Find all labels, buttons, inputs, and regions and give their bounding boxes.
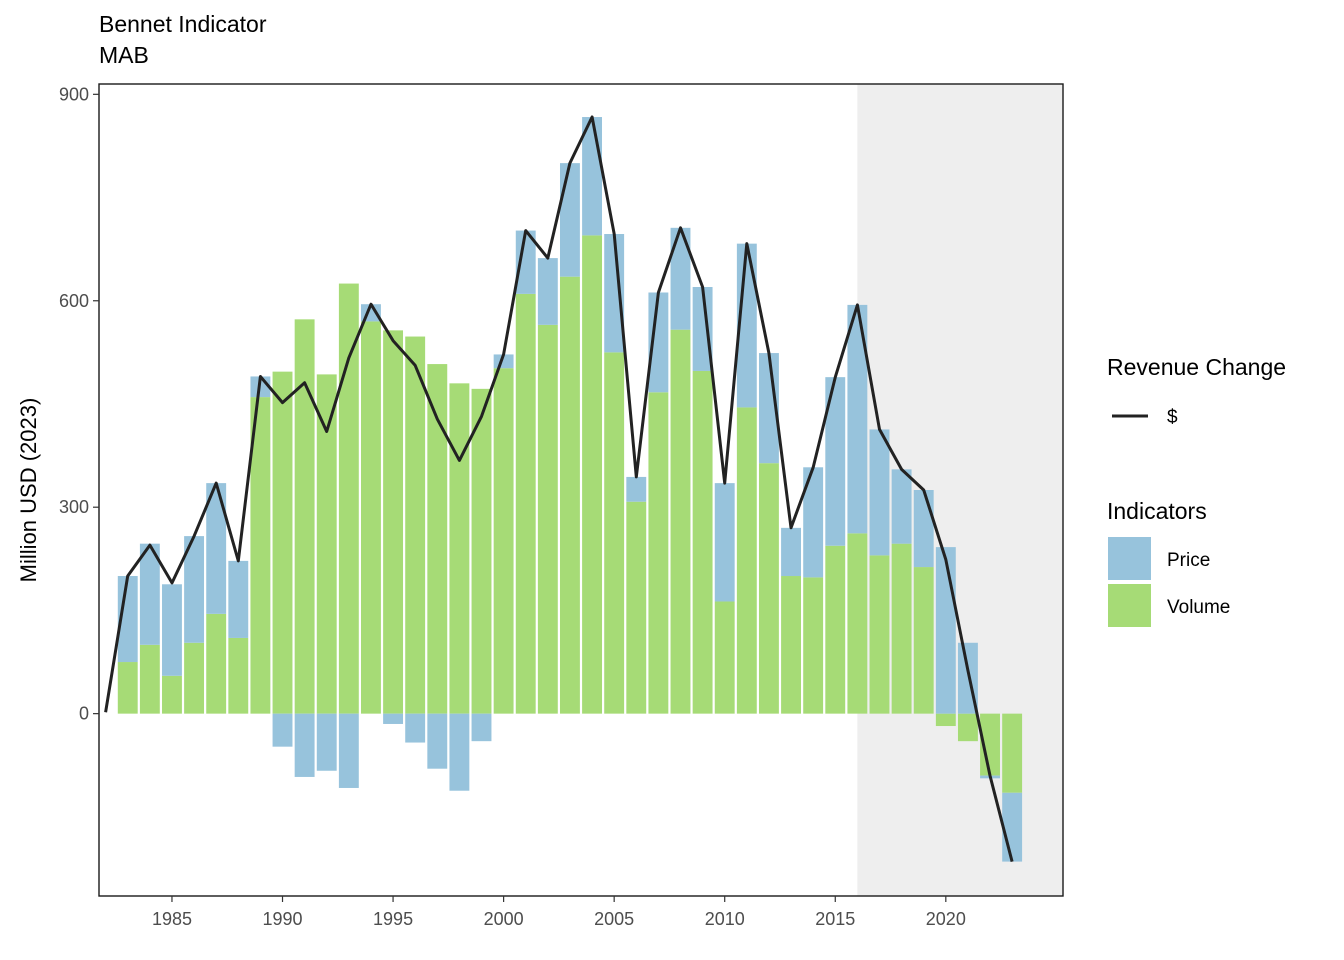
bar-volume-2017 xyxy=(869,555,890,714)
bar-volume-2005 xyxy=(604,352,625,714)
bar-price-2009 xyxy=(692,287,713,371)
legend-label-volume: Volume xyxy=(1167,597,1230,618)
bar-volume-1993 xyxy=(338,283,359,714)
y-tick-label-600: 600 xyxy=(59,291,89,311)
x-tick-label-1995: 1995 xyxy=(373,909,413,929)
legend-label-price: Price xyxy=(1167,550,1210,571)
bar-volume-2006 xyxy=(626,501,647,714)
bar-volume-2019 xyxy=(913,567,934,714)
bar-volume-2001 xyxy=(515,293,536,714)
bar-volume-1988 xyxy=(228,637,249,714)
bar-volume-2013 xyxy=(781,576,801,714)
bar-price-1984 xyxy=(139,543,160,645)
bar-price-1996 xyxy=(405,713,426,743)
bar-price-2018 xyxy=(891,469,912,544)
bar-volume-1986 xyxy=(184,642,205,714)
bar-price-2010 xyxy=(714,483,735,602)
x-tick-label-2020: 2020 xyxy=(926,909,966,929)
bar-volume-2012 xyxy=(758,463,779,714)
bar-volume-2022 xyxy=(980,713,1000,776)
x-tick-label-1990: 1990 xyxy=(262,909,302,929)
bar-price-1991 xyxy=(294,713,315,777)
bar-volume-1983 xyxy=(117,662,138,714)
legend-line-label: $ xyxy=(1167,407,1178,428)
x-tick-label-2015: 2015 xyxy=(815,909,855,929)
bar-volume-1999 xyxy=(471,388,492,714)
bar-volume-2014 xyxy=(803,577,824,714)
bar-volume-2003 xyxy=(559,276,580,714)
bar-price-1998 xyxy=(449,713,470,791)
bar-volume-2009 xyxy=(692,370,713,714)
revenue-line xyxy=(104,115,1014,862)
bar-volume-1992 xyxy=(316,374,337,714)
legend-fill-title: Indicators xyxy=(1107,498,1207,524)
x-tick-label-2000: 2000 xyxy=(484,909,524,929)
bar-volume-2015 xyxy=(825,545,846,714)
bar-price-1988 xyxy=(228,560,249,638)
bar-price-2003 xyxy=(559,163,580,277)
bar-volume-2010 xyxy=(714,601,735,714)
x-tick-label-2005: 2005 xyxy=(594,909,634,929)
bar-price-1995 xyxy=(383,713,404,724)
bar-price-1999 xyxy=(471,713,492,742)
bar-volume-2021 xyxy=(957,713,978,742)
bar-volume-1985 xyxy=(162,675,182,714)
x-tick-label-1985: 1985 xyxy=(152,909,192,929)
bar-price-1985 xyxy=(162,584,182,676)
bar-price-1987 xyxy=(206,483,227,614)
bar-volume-1987 xyxy=(206,613,227,714)
bar-price-2012 xyxy=(758,353,779,464)
y-tick-label-900: 900 xyxy=(59,84,89,104)
legend-key-volume xyxy=(1108,584,1151,627)
bar-price-1990 xyxy=(272,713,293,747)
bar-price-2020 xyxy=(935,547,956,714)
bar-volume-2000 xyxy=(493,368,514,714)
bar-price-2023 xyxy=(1002,792,1023,862)
bar-volume-1998 xyxy=(449,383,470,714)
bar-volume-2023 xyxy=(1002,713,1023,793)
bar-volume-2008 xyxy=(670,329,691,714)
bar-volume-1989 xyxy=(250,397,271,714)
chart-subtitle: MAB xyxy=(99,42,149,68)
bar-volume-2007 xyxy=(648,392,669,714)
bar-price-2019 xyxy=(913,490,934,568)
bar-price-2001 xyxy=(515,230,536,294)
bar-price-2008 xyxy=(670,227,691,330)
panel-border xyxy=(98,83,1064,897)
chart-title: Bennet Indicator xyxy=(99,11,267,37)
bar-price-2007 xyxy=(648,292,669,393)
x-tick-label-2010: 2010 xyxy=(705,909,745,929)
bar-volume-2002 xyxy=(537,324,558,714)
bar-price-2002 xyxy=(537,258,558,325)
bar-volume-1984 xyxy=(139,644,160,714)
bar-volume-1995 xyxy=(383,330,404,714)
bar-price-2017 xyxy=(869,429,890,556)
bar-price-2013 xyxy=(781,527,801,577)
bar-price-2015 xyxy=(825,377,846,546)
bar-price-1993 xyxy=(338,713,359,788)
bar-volume-1997 xyxy=(427,364,448,714)
bar-volume-1991 xyxy=(294,319,315,714)
bar-price-1997 xyxy=(427,713,448,769)
bar-volume-1990 xyxy=(272,371,293,714)
bar-price-2014 xyxy=(803,467,824,578)
bar-volume-2018 xyxy=(891,543,912,714)
bar-price-2006 xyxy=(626,476,647,502)
bar-volume-1994 xyxy=(361,321,381,714)
bar-price-1986 xyxy=(184,536,205,643)
bar-volume-2011 xyxy=(736,407,757,714)
legend-key-price xyxy=(1108,537,1151,580)
legend-line-title: Revenue Change xyxy=(1107,354,1286,380)
bar-price-2016 xyxy=(847,304,868,534)
bar-volume-2004 xyxy=(582,235,603,714)
bar-volume-2016 xyxy=(847,533,868,714)
bar-price-1992 xyxy=(316,713,337,771)
bar-volume-2020 xyxy=(935,713,956,727)
y-axis-label: Million USD (2023) xyxy=(16,398,41,583)
y-tick-label-300: 300 xyxy=(59,497,89,517)
bar-price-2005 xyxy=(604,234,625,353)
bar-volume-1996 xyxy=(405,336,426,714)
y-tick-label-0: 0 xyxy=(79,704,89,724)
